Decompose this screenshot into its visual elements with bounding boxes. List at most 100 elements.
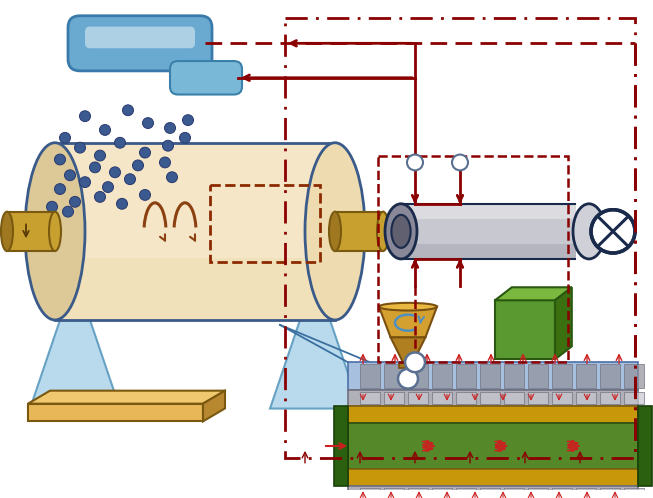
Bar <box>210 185 320 262</box>
Bar <box>624 392 644 404</box>
Circle shape <box>182 115 193 125</box>
Circle shape <box>54 154 65 165</box>
Bar <box>28 404 203 421</box>
Bar <box>576 489 596 498</box>
Bar <box>495 300 555 360</box>
Circle shape <box>65 170 76 181</box>
Circle shape <box>80 111 91 122</box>
Bar <box>528 364 548 388</box>
Bar <box>456 392 476 404</box>
Circle shape <box>452 154 468 170</box>
Bar <box>360 392 380 404</box>
Bar <box>360 489 380 498</box>
Bar <box>348 487 638 498</box>
Bar <box>504 392 524 404</box>
Bar <box>55 143 335 320</box>
Bar <box>432 489 452 498</box>
Circle shape <box>63 206 74 217</box>
Bar <box>348 406 638 423</box>
Bar <box>348 423 638 469</box>
Bar <box>384 489 404 498</box>
Circle shape <box>167 172 178 183</box>
Circle shape <box>123 105 133 116</box>
Circle shape <box>163 140 174 151</box>
Bar <box>335 212 383 251</box>
Circle shape <box>140 190 150 200</box>
FancyBboxPatch shape <box>170 61 242 95</box>
Bar <box>504 364 524 388</box>
FancyBboxPatch shape <box>68 16 212 71</box>
Bar <box>528 392 548 404</box>
Ellipse shape <box>377 212 389 251</box>
Circle shape <box>142 118 153 128</box>
Bar <box>432 364 452 388</box>
Ellipse shape <box>305 143 365 320</box>
Bar <box>480 489 500 498</box>
Circle shape <box>95 150 106 161</box>
Circle shape <box>407 154 423 170</box>
Ellipse shape <box>385 204 417 259</box>
Bar <box>504 489 524 498</box>
Polygon shape <box>203 390 225 421</box>
Circle shape <box>69 196 80 207</box>
Bar <box>408 489 428 498</box>
Bar <box>360 364 380 388</box>
Circle shape <box>114 137 125 148</box>
Circle shape <box>74 142 86 153</box>
Bar <box>552 489 572 498</box>
Ellipse shape <box>391 215 411 248</box>
Bar <box>348 363 638 390</box>
Circle shape <box>125 174 136 185</box>
Bar <box>624 364 644 388</box>
Bar <box>384 392 404 404</box>
Ellipse shape <box>329 212 341 251</box>
Polygon shape <box>28 390 225 404</box>
Bar <box>408 392 428 404</box>
Bar <box>552 392 572 404</box>
Polygon shape <box>30 320 120 408</box>
Bar <box>432 392 452 404</box>
Bar <box>384 364 404 388</box>
Polygon shape <box>390 338 425 363</box>
Circle shape <box>405 353 425 372</box>
Circle shape <box>398 369 418 388</box>
Bar <box>401 244 576 259</box>
Circle shape <box>165 123 176 133</box>
Ellipse shape <box>1 212 13 251</box>
Bar <box>624 489 644 498</box>
FancyBboxPatch shape <box>85 26 195 48</box>
Circle shape <box>133 160 144 171</box>
Bar <box>576 392 596 404</box>
Polygon shape <box>495 287 572 300</box>
Ellipse shape <box>573 204 605 259</box>
Polygon shape <box>555 287 572 360</box>
Bar <box>528 489 548 498</box>
Bar <box>638 406 652 487</box>
Bar <box>600 392 620 404</box>
Circle shape <box>140 147 150 158</box>
Circle shape <box>95 192 106 202</box>
Bar <box>348 390 638 406</box>
Circle shape <box>159 157 170 168</box>
Circle shape <box>103 182 114 193</box>
Circle shape <box>59 132 71 143</box>
Circle shape <box>99 124 110 135</box>
Polygon shape <box>270 320 360 408</box>
Bar <box>401 204 576 259</box>
Bar <box>55 258 335 320</box>
Bar <box>285 18 635 458</box>
Ellipse shape <box>49 212 61 251</box>
Bar <box>480 392 500 404</box>
Bar <box>334 406 348 487</box>
Bar <box>552 364 572 388</box>
Bar <box>348 469 638 487</box>
Bar <box>456 489 476 498</box>
Polygon shape <box>379 307 437 338</box>
Bar <box>480 364 500 388</box>
Bar <box>456 364 476 388</box>
Circle shape <box>180 132 191 143</box>
Circle shape <box>89 162 101 173</box>
Bar <box>576 364 596 388</box>
Bar <box>401 204 576 219</box>
Bar <box>399 363 417 368</box>
